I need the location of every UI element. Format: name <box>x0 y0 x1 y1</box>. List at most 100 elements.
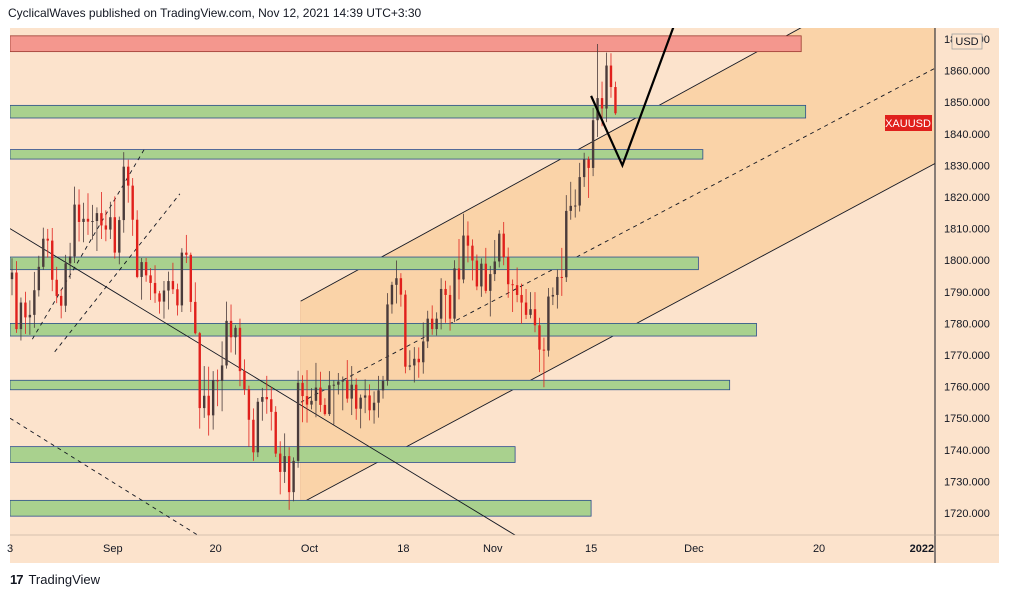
candle-body <box>435 318 438 330</box>
candle-body <box>475 260 479 287</box>
projection-path[interactable] <box>590 20 676 169</box>
candle-body <box>542 349 546 351</box>
support-zone-2[interactable] <box>10 149 704 160</box>
candle <box>574 189 577 218</box>
candle <box>207 366 210 436</box>
candle-body <box>158 293 161 302</box>
price-axis-background <box>935 28 999 535</box>
candle-body <box>131 185 134 220</box>
candle-body <box>533 309 537 326</box>
candle <box>551 287 555 306</box>
candle-body <box>185 252 188 255</box>
channel-mid-line[interactable] <box>300 42 985 403</box>
candle <box>591 107 595 177</box>
price-tick-label: 1770.000 <box>944 350 990 362</box>
candle <box>113 196 117 259</box>
candle <box>399 273 403 307</box>
candle <box>28 300 32 335</box>
candle-body <box>332 384 336 386</box>
candle <box>127 159 130 203</box>
candle <box>162 281 166 319</box>
candle <box>489 265 492 317</box>
time-axis[interactable]: 3 Sep 20 Oct 18 Nov 15 Dec 20 2022 <box>7 543 934 555</box>
candle <box>328 371 331 416</box>
candle <box>390 281 394 314</box>
candle <box>185 234 188 264</box>
candle <box>283 433 286 483</box>
candle-body <box>560 276 564 278</box>
candle-body <box>64 263 67 306</box>
candle <box>59 289 63 319</box>
trendline-3[interactable] <box>54 193 181 353</box>
candle-body <box>176 289 179 306</box>
price-tick-label: 1830.000 <box>944 160 990 172</box>
candle <box>203 366 206 418</box>
candle-body <box>42 238 45 267</box>
candle <box>305 370 309 423</box>
candle <box>194 282 197 335</box>
candle <box>506 247 510 298</box>
price-tick-label: 1820.000 <box>944 192 990 204</box>
candle <box>122 152 125 233</box>
candle <box>180 248 184 313</box>
candle-body <box>457 268 461 280</box>
candle-body <box>363 395 367 398</box>
candle <box>377 375 380 418</box>
support-zone-3[interactable] <box>10 256 699 271</box>
candle-body <box>520 294 523 303</box>
support-zone-7[interactable] <box>10 499 592 517</box>
candle-body <box>551 294 555 297</box>
candle-body <box>68 256 72 264</box>
support-zone-1[interactable] <box>10 104 807 119</box>
candle-body <box>104 225 108 230</box>
candle <box>520 283 523 324</box>
candle-body <box>118 220 121 253</box>
support-zone-4[interactable] <box>10 322 757 337</box>
candle <box>220 341 224 412</box>
candle-body <box>283 456 286 472</box>
tradingview-footer[interactable]: 17 TradingView <box>10 572 100 587</box>
candle <box>435 312 438 336</box>
candle <box>605 52 608 123</box>
candle <box>37 255 41 297</box>
time-axis-background <box>10 535 999 563</box>
candle-body <box>198 333 201 409</box>
candle-body <box>506 257 510 285</box>
candle-body <box>127 166 130 186</box>
candle-body <box>113 217 117 253</box>
candle-body <box>381 380 385 391</box>
currency-text: USD <box>955 36 978 48</box>
candles-layer <box>10 44 617 510</box>
candle <box>529 292 532 319</box>
candle-body <box>569 205 572 211</box>
trendline-0[interactable] <box>10 228 516 536</box>
candle-body <box>301 382 304 397</box>
candle <box>171 262 175 295</box>
candle-body <box>319 387 322 405</box>
candle <box>323 398 327 416</box>
price-tick-label: 1790.000 <box>944 287 990 299</box>
candle-body <box>86 218 90 222</box>
candle-body <box>574 205 577 207</box>
candle-body <box>207 395 210 416</box>
support-zone-6[interactable] <box>10 446 516 463</box>
candle-body <box>287 456 291 493</box>
candle-body <box>484 263 488 291</box>
resistance-zone-0[interactable] <box>10 35 802 53</box>
candle-body <box>350 384 353 399</box>
candle-body <box>82 218 85 222</box>
trendline-1[interactable] <box>10 417 198 535</box>
candle-body <box>211 380 215 416</box>
candle <box>73 186 76 264</box>
projection-layer <box>590 20 676 169</box>
candle-body <box>323 404 327 415</box>
candle <box>10 258 14 296</box>
channel-lower-line[interactable] <box>300 137 985 504</box>
candle-body <box>346 380 349 399</box>
candle-body <box>538 325 541 350</box>
candle <box>408 350 412 371</box>
candle <box>279 441 282 495</box>
candle <box>301 375 304 423</box>
candle-body <box>95 213 99 222</box>
